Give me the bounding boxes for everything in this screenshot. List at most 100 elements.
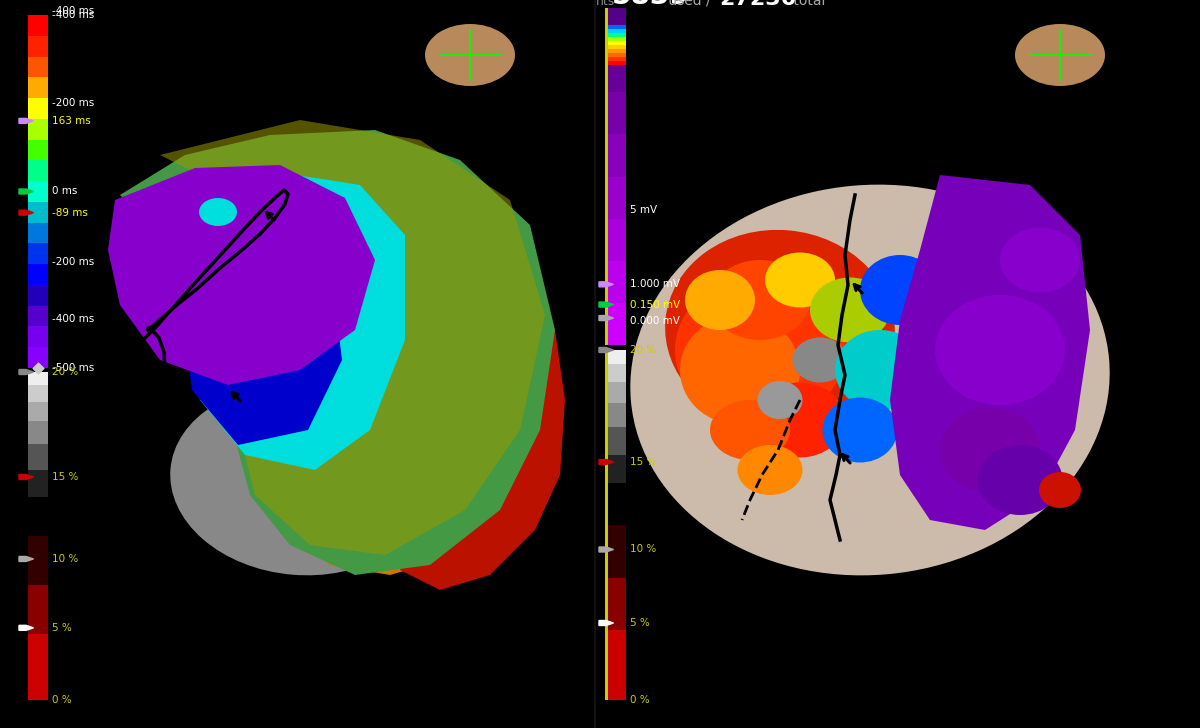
FancyArrow shape [19,475,34,480]
Bar [608,525,626,577]
Text: -200 ms: -200 ms [52,98,95,108]
Bar [28,36,48,57]
Bar [28,223,48,243]
Polygon shape [275,175,550,575]
Bar [28,347,48,368]
Bar [28,536,48,585]
Bar [28,98,48,119]
Bar [28,57,48,77]
Bar [28,326,48,347]
FancyArrow shape [599,459,613,464]
Polygon shape [175,170,406,470]
Bar [608,261,626,303]
Ellipse shape [757,381,803,419]
Bar [28,119,48,140]
Ellipse shape [665,230,895,430]
Bar [28,77,48,98]
Text: 0 ms: 0 ms [52,186,77,197]
Bar [608,135,626,176]
Bar [28,385,48,402]
Ellipse shape [710,260,810,340]
Ellipse shape [978,445,1062,515]
Ellipse shape [1039,472,1081,508]
Bar [28,202,48,223]
Ellipse shape [738,445,803,495]
Bar [28,372,48,385]
Bar [608,630,626,700]
FancyArrow shape [19,119,34,124]
Text: -500 ms: -500 ms [52,363,95,373]
Bar [608,577,626,630]
Bar [28,422,48,444]
Ellipse shape [1015,24,1105,86]
Bar [608,33,626,37]
Ellipse shape [680,315,800,425]
Bar [608,41,626,45]
Ellipse shape [710,400,790,460]
Ellipse shape [630,185,1110,575]
Text: -400 ms: -400 ms [52,314,95,323]
Bar [28,444,48,470]
FancyArrow shape [599,620,613,625]
Ellipse shape [766,253,835,307]
Ellipse shape [792,338,847,382]
Bar [608,25,626,29]
Bar [28,634,48,700]
Text: 0 %: 0 % [52,695,72,705]
Bar [608,218,626,261]
Text: 20 %: 20 % [630,345,656,355]
Text: 5 mV: 5 mV [630,205,658,215]
FancyArrow shape [599,547,613,552]
Ellipse shape [170,384,430,575]
Bar [608,8,626,50]
Bar [608,37,626,41]
Text: 20 %: 20 % [52,367,78,377]
Text: 5 %: 5 % [52,623,72,633]
Polygon shape [182,240,342,445]
Bar [608,403,626,427]
Polygon shape [120,130,554,575]
Bar [28,470,48,496]
Text: 0 %: 0 % [630,695,649,705]
Ellipse shape [1000,227,1080,293]
Text: total: total [790,0,826,8]
Bar [605,8,608,345]
Bar [28,496,48,536]
Bar [608,176,626,218]
Text: used /: used / [664,0,715,8]
Text: 163 ms: 163 ms [52,116,91,126]
FancyArrow shape [19,625,34,630]
Bar [605,350,608,700]
Bar [608,61,626,66]
Text: 10 %: 10 % [52,554,78,564]
Point [29,362,48,373]
FancyArrow shape [19,556,34,561]
Bar [608,483,626,525]
Text: -400 ms: -400 ms [52,10,95,20]
Bar [608,29,626,33]
Text: -400 ms: -400 ms [52,6,95,16]
Ellipse shape [935,295,1066,405]
Polygon shape [108,165,374,385]
Ellipse shape [425,24,515,86]
Ellipse shape [685,270,755,330]
Bar [608,364,626,381]
Polygon shape [160,120,545,555]
Bar [28,264,48,285]
FancyArrow shape [19,210,34,215]
Bar [28,140,48,160]
Ellipse shape [810,277,890,342]
Text: 0.000 mV: 0.000 mV [630,317,680,326]
Ellipse shape [199,198,238,226]
Text: 15 %: 15 % [52,472,78,482]
FancyArrow shape [19,370,34,374]
FancyArrow shape [599,315,613,320]
Bar [28,160,48,181]
Text: 5839: 5839 [612,0,690,10]
Bar [608,303,626,345]
Bar [28,15,48,36]
Text: 0.150 mV: 0.150 mV [630,299,680,309]
FancyArrow shape [599,282,613,287]
Bar [28,285,48,306]
Bar [608,49,626,53]
